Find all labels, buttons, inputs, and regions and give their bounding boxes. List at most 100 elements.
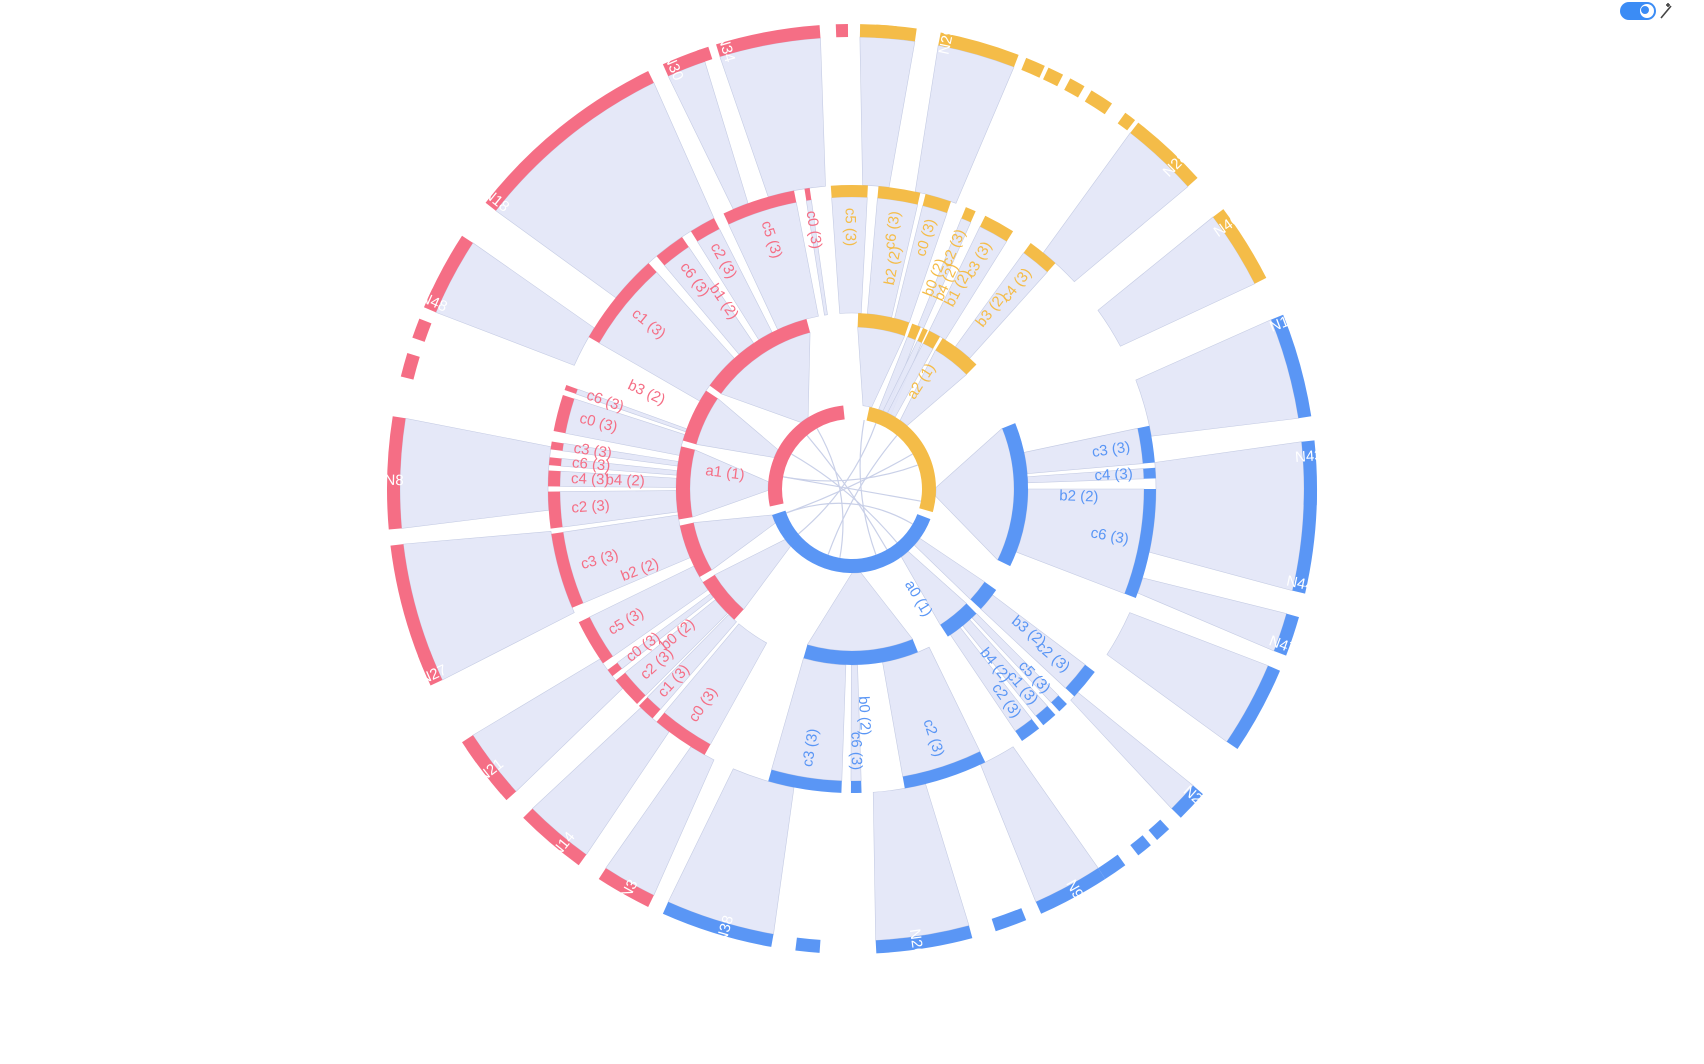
leaf-stub-arc[interactable] [875,24,897,40]
level3-arc[interactable] [550,441,564,451]
level2-arc[interactable] [679,522,712,577]
level3-arc[interactable] [1143,467,1156,479]
level3-arc[interactable] [551,532,584,608]
level2-arc[interactable] [935,338,977,375]
level3-arc[interactable] [656,712,711,755]
link-l3-l4 [980,746,1099,903]
leaf-stub-arc[interactable] [427,288,445,306]
leaf-arc[interactable] [1035,868,1106,914]
level2-arc[interactable] [970,581,997,610]
level2-arc[interactable] [997,423,1028,567]
level2-label: b3 (2) [625,377,668,409]
level2-arc[interactable] [709,318,811,394]
leaf-stub-arc[interactable] [1130,835,1151,856]
level1-arc[interactable] [767,405,845,507]
level3-arc[interactable] [830,185,868,198]
level3-arc[interactable] [607,662,622,677]
level3-arc[interactable] [1051,695,1067,712]
leaf-arc[interactable] [1130,122,1198,187]
level3-arc[interactable] [1137,425,1155,464]
level3-arc[interactable] [850,780,862,793]
level3-arc[interactable] [980,215,1014,242]
level2-arc[interactable] [682,390,718,445]
leaf-arc[interactable] [662,901,774,947]
leaf-arc[interactable] [716,25,821,57]
level3-arc[interactable] [922,194,951,213]
level2-arc[interactable] [857,313,910,336]
leaf-arc[interactable] [1226,665,1281,750]
leaf-arc[interactable] [485,71,654,211]
level3-arc[interactable] [638,697,661,719]
leaf-arc[interactable] [875,925,973,954]
leaf-stub-arc[interactable] [696,46,713,63]
level1-arc[interactable] [866,406,936,513]
leaf-label: N8 [384,472,403,489]
link-l3-l4 [1097,216,1256,347]
theme-toggle[interactable] [1618,0,1674,22]
leaf-arc[interactable] [1292,440,1317,594]
level3-arc[interactable] [553,395,575,434]
leaf-arc[interactable] [598,868,654,907]
level3-label: c6 (3) [881,210,904,251]
level3-arc[interactable] [548,457,562,467]
leaf-stub-arc[interactable] [400,353,420,380]
cross-link [806,434,888,550]
leaf-stub-arc[interactable] [1117,112,1136,131]
leaf-stub-arc[interactable] [1148,819,1170,840]
level3-arc[interactable] [1124,489,1156,598]
level1-arc[interactable] [772,510,931,573]
leaf-arc[interactable] [390,544,443,686]
leaf-arc[interactable] [523,808,587,866]
cross-link [782,464,918,482]
leaf-stub-arc[interactable] [1303,489,1317,506]
leaf-stub-arc[interactable] [466,741,487,763]
magic-wand-icon[interactable] [1660,3,1672,19]
level3-label: c2 (3) [571,497,610,517]
leaf-stub-arc[interactable] [1043,67,1064,87]
level3-arc[interactable] [723,190,797,225]
leaf-stub-arc[interactable] [1021,57,1045,78]
leaf-stub-arc[interactable] [1098,854,1126,879]
link-l3-l4 [1070,692,1194,810]
level3-arc[interactable] [1065,664,1095,697]
level3-arc[interactable] [961,207,976,223]
level3-arc[interactable] [588,263,657,343]
leaf-arc[interactable] [386,416,406,530]
level3-arc[interactable] [804,187,812,201]
leaf-label: N34 [714,33,738,64]
leaf-arc[interactable] [1171,785,1203,818]
leaf-arc[interactable] [1273,613,1299,656]
level3-arc[interactable] [548,470,561,487]
level2-arc[interactable] [803,639,918,665]
level3-arc[interactable] [690,218,720,242]
leaf-stub-arc[interactable] [1064,78,1085,98]
level3-arc[interactable] [902,751,986,789]
leaf-stub-arc[interactable] [795,937,821,953]
level3-arc[interactable] [656,236,689,266]
level3-arc[interactable] [564,385,578,394]
leaf-stub-arc[interactable] [412,318,432,342]
level2-arc[interactable] [917,327,928,343]
level3-arc[interactable] [548,491,563,529]
level3-arc[interactable] [1035,705,1056,726]
leaf-stub-arc[interactable] [490,773,511,795]
leaf-arc[interactable] [662,49,705,77]
level3-arc[interactable] [1015,719,1040,742]
leaf-arc[interactable] [1212,209,1267,284]
leaf-stub-arc[interactable] [991,908,1027,932]
leaf-stub-arc[interactable] [417,650,440,679]
leaf-arc[interactable] [938,32,1019,68]
level3-arc[interactable] [877,186,921,205]
level2-arc[interactable] [702,574,744,620]
leaf-stub-arc[interactable] [835,24,849,38]
leaf-stub-arc[interactable] [1084,90,1113,115]
level3-arc[interactable] [615,672,646,704]
leaf-arc[interactable] [1271,314,1312,419]
level2-arc[interactable] [940,603,977,637]
level2-arc[interactable] [923,330,940,349]
level3-arc[interactable] [768,769,842,793]
level3-arc[interactable] [1023,243,1056,273]
level2-arc[interactable] [907,323,921,340]
level2-arc[interactable] [676,446,695,520]
level3-arc[interactable] [578,617,613,664]
